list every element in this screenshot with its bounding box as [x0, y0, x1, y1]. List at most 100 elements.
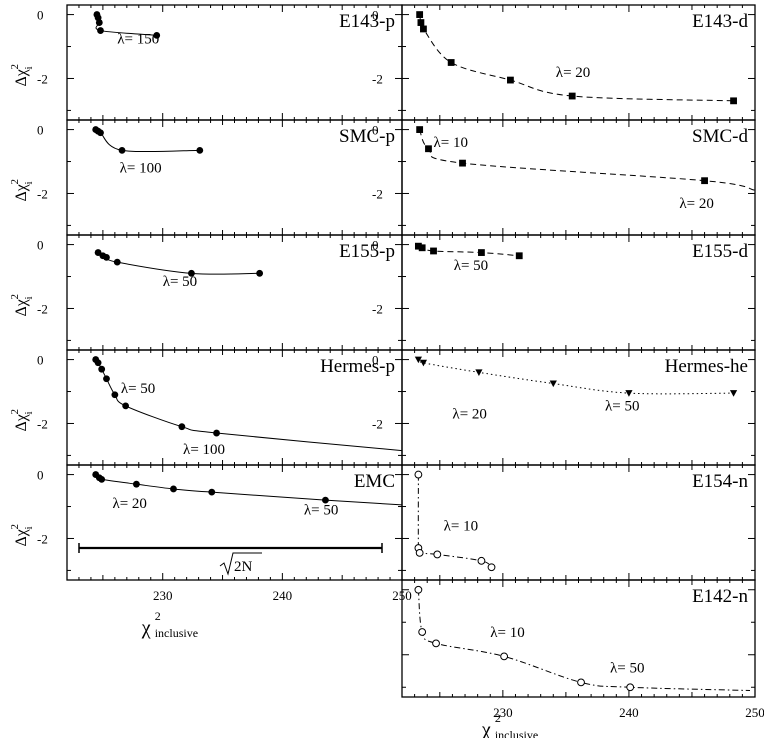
x-tick-label: 250 — [392, 588, 412, 603]
data-point — [478, 249, 485, 256]
x-axis-label-sub: inclusive — [495, 728, 538, 738]
lambda-label: λ= 100 — [120, 161, 162, 177]
y-axis-label: Δχ2 i — [9, 524, 35, 547]
y-axis-label: Δχ2 i — [9, 294, 35, 317]
y-axis-label-symbol: Δχ — [13, 183, 30, 201]
panel-hermes-he: 0 -2 λ= 20 λ= 50 Hermes-he — [372, 349, 756, 466]
data-point — [729, 390, 738, 397]
data-point — [132, 480, 140, 488]
data-point — [196, 146, 204, 154]
series-curve — [417, 474, 492, 568]
x-tick-label: 230 — [153, 588, 173, 603]
y-axis-label: Δχ2 i — [9, 64, 35, 87]
y-axis-label-sup: 2 — [9, 524, 21, 530]
y-axis-label-sup: 2 — [9, 409, 21, 415]
lambda-label: λ= 20 — [679, 196, 713, 212]
data-point — [416, 126, 424, 133]
x-axis-label-symbol: χ — [141, 617, 151, 639]
y-axis-label-symbol: Δχ — [13, 413, 30, 431]
panel-title: E154-n — [692, 471, 748, 492]
y-tick-label: 0 — [372, 238, 379, 253]
data-point — [415, 548, 424, 557]
data-point — [122, 402, 130, 410]
y-axis-label-symbol: Δχ — [13, 298, 30, 316]
data-point — [475, 369, 483, 376]
data-point — [178, 423, 186, 431]
lambda-label: λ= 50 — [610, 661, 644, 677]
x-axis-label-symbol: χ — [481, 719, 491, 738]
y-axis-label-sup: 2 — [9, 179, 21, 185]
data-point — [477, 556, 486, 565]
data-point — [118, 146, 126, 154]
lambda-label: λ= 50 — [454, 258, 488, 274]
data-point — [730, 97, 737, 105]
data-point — [213, 429, 220, 437]
y-tick-label: -2 — [37, 531, 48, 546]
y-tick-label: 0 — [372, 8, 379, 23]
y-axis-label-sub: i — [23, 411, 35, 414]
series-curve — [416, 359, 734, 395]
x-axis-label-sub: inclusive — [155, 626, 198, 640]
data-point — [420, 25, 427, 33]
lambda-label: λ= 100 — [183, 442, 225, 458]
data-point — [430, 247, 437, 255]
y-tick-label: 0 — [372, 353, 379, 368]
y-tick-label: -2 — [372, 186, 383, 201]
panel-title: Hermes-he — [665, 356, 748, 377]
data-point — [418, 628, 427, 636]
lambda-label: λ= 10 — [434, 135, 468, 151]
y-tick-label: -2 — [37, 186, 48, 201]
y-axis-label-symbol: Δχ — [13, 528, 30, 546]
lambda-label: λ= 10 — [444, 518, 478, 534]
y-axis-label-sub: i — [23, 181, 35, 184]
data-point — [459, 159, 466, 167]
lambda-label: λ= 20 — [112, 496, 146, 512]
data-point — [507, 76, 514, 84]
panel-e155-d: 0 -2 λ= 50 E155-d — [372, 234, 756, 351]
data-point — [97, 27, 104, 34]
x-tick-label: 250 — [745, 705, 764, 720]
y-tick-label: 0 — [37, 238, 44, 253]
y-axis-label: Δχ2 i — [9, 179, 35, 202]
x-axis-label-sup: 2 — [495, 711, 501, 725]
series-curve — [95, 129, 200, 153]
y-axis-label: Δχ2 i — [9, 409, 35, 432]
data-point — [98, 365, 106, 373]
data-point — [94, 249, 102, 256]
panel-e143-d: 0 -2 λ= 20 E143-d — [372, 4, 756, 121]
data-point — [701, 177, 708, 185]
panel-smc-d: 0 -2 λ= 10 λ= 20 SMC-d — [372, 119, 756, 236]
data-point — [447, 59, 455, 66]
panel-title: Hermes-p — [320, 356, 395, 377]
data-point — [111, 391, 119, 399]
y-tick-label: -2 — [37, 301, 48, 316]
data-point — [625, 390, 633, 397]
lambda-label: λ= 50 — [605, 399, 639, 415]
y-tick-label: 0 — [37, 468, 44, 483]
y-tick-label: 0 — [372, 123, 379, 138]
data-point — [95, 19, 103, 26]
x-tick-label: 240 — [273, 588, 293, 603]
data-point — [549, 380, 557, 388]
data-point — [626, 683, 635, 692]
panel-title: SMC-d — [692, 126, 748, 147]
y-tick-label: -2 — [37, 71, 48, 86]
data-point — [416, 11, 424, 18]
y-tick-label: -2 — [372, 301, 383, 316]
lambda-label: λ= 20 — [452, 407, 486, 423]
lambda-label: λ= 50 — [163, 274, 197, 290]
data-point — [500, 652, 509, 661]
y-axis-label-sup: 2 — [9, 294, 21, 300]
data-point — [97, 129, 104, 137]
data-point — [153, 31, 161, 39]
y-axis-label-symbol: Δχ — [13, 68, 30, 86]
panel-title: E155-d — [692, 241, 748, 262]
data-point — [414, 356, 422, 364]
y-tick-label: -2 — [372, 416, 383, 431]
lambda-label: λ= 20 — [556, 65, 590, 81]
data-point — [256, 269, 264, 277]
